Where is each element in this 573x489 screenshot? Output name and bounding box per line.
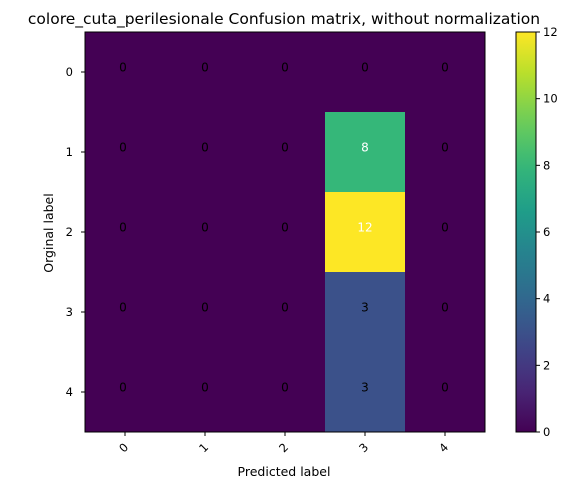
- cell-value-label: 0: [119, 221, 127, 235]
- heatmap-cell: [245, 272, 325, 352]
- cell-value-label: 0: [441, 301, 449, 315]
- cell-value-label: 0: [201, 301, 209, 315]
- heatmap-cell: [405, 272, 485, 352]
- cell-value-label: 0: [119, 301, 127, 315]
- cell-value-label: 3: [361, 381, 369, 395]
- heatmap-cell: [405, 112, 485, 192]
- heatmap-cell: [165, 112, 245, 192]
- colorbar-tick-label: 10: [543, 92, 558, 106]
- y-tick-label: 4: [66, 385, 73, 399]
- heatmap-cell: [85, 32, 165, 112]
- heatmap-cell: [325, 272, 405, 352]
- cell-value-label: 0: [281, 221, 289, 235]
- heatmap-cell: [85, 352, 165, 432]
- heatmap-cell: [85, 112, 165, 192]
- heatmap-cell: [245, 112, 325, 192]
- colorbar-gradient: [515, 31, 537, 433]
- cell-value-label: 0: [201, 141, 209, 155]
- x-axis: 0 1 2 3 4: [116, 432, 451, 455]
- cell-value-label: 0: [361, 61, 369, 75]
- cell-value-label: 0: [441, 221, 449, 235]
- cell-value-label: 12: [357, 221, 372, 235]
- y-axis: 0 1 2 3 4: [66, 65, 85, 399]
- x-tick-label: 1: [196, 440, 211, 455]
- colorbar-tick-label: 12: [543, 25, 558, 39]
- heatmap-cell: [405, 32, 485, 112]
- cell-value-label: 0: [119, 141, 127, 155]
- cell-value-label: 0: [201, 221, 209, 235]
- colorbar-tick-label: 2: [543, 358, 550, 372]
- heatmap-cell: [245, 192, 325, 272]
- heatmap-cell: [405, 192, 485, 272]
- y-tick-label: 0: [66, 65, 73, 79]
- heatmap-cell: [245, 352, 325, 432]
- x-tick-label: 3: [356, 440, 371, 455]
- cell-value-label: 0: [441, 381, 449, 395]
- colorbar-tick-label: 6: [543, 225, 550, 239]
- heatmap-cell: [165, 272, 245, 352]
- colorbar-tick-label: 0: [543, 425, 550, 439]
- x-tick-label: 2: [276, 440, 291, 455]
- cell-value-label: 0: [281, 381, 289, 395]
- heatmap-cell: [325, 352, 405, 432]
- heatmap-cell: [165, 352, 245, 432]
- heatmap-cell: [325, 112, 405, 192]
- colorbar-tick-label: 4: [543, 292, 550, 306]
- cell-value-label: 0: [201, 381, 209, 395]
- y-tick-label: 2: [66, 225, 73, 239]
- heatmap-cell: [165, 192, 245, 272]
- heatmap-cell: [165, 32, 245, 112]
- cell-value-label: 8: [361, 141, 369, 155]
- heatmap-cell: [245, 32, 325, 112]
- cell-value-label: 0: [119, 61, 127, 75]
- cell-value-label: 0: [201, 61, 209, 75]
- heatmap-cell: [325, 192, 405, 272]
- colorbar: 0 2 4 6 8 10 12: [515, 25, 558, 439]
- y-tick-label: 3: [66, 305, 73, 319]
- cell-value-label: 0: [441, 61, 449, 75]
- heatmap-cell: [405, 352, 485, 432]
- heatmap-plot: 0 0 0 0 0 0 0 0 8 0 0 0 0 12 0 0 0 0 3 0 0 0 0 3 0: [84, 31, 486, 433]
- cell-value-label: 3: [361, 301, 369, 315]
- y-tick-label: 1: [66, 145, 73, 159]
- cell-value-label: 0: [119, 381, 127, 395]
- heatmap-cell: [85, 192, 165, 272]
- colorbar-tick-label: 8: [543, 158, 550, 172]
- cell-value-label: 0: [441, 141, 449, 155]
- cell-value-label: 0: [281, 61, 289, 75]
- chart-title: colore_cuta_perilesionale Confusion matr…: [28, 10, 540, 29]
- x-axis-label: Predicted label: [238, 464, 331, 479]
- y-axis-label: Orginal label: [41, 193, 56, 272]
- x-tick-label: 4: [436, 440, 451, 455]
- heatmap-cell: [325, 32, 405, 112]
- cell-value-label: 0: [281, 141, 289, 155]
- x-tick-label: 0: [116, 440, 131, 455]
- cell-value-label: 0: [281, 301, 289, 315]
- heatmap-cell: [85, 272, 165, 352]
